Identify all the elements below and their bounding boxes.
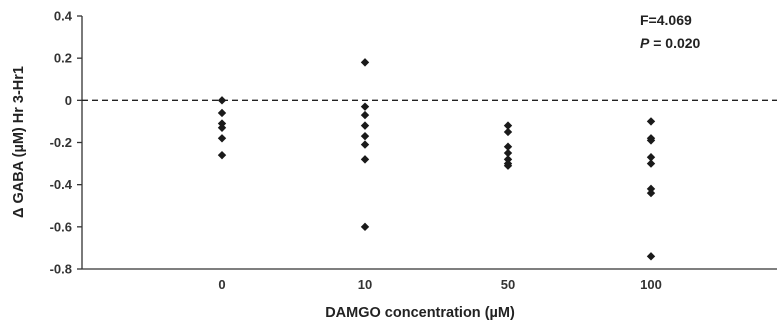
data-point [361,140,369,148]
data-point [647,189,655,197]
y-tick-label: 0.2 [54,51,72,66]
f-statistic-label: F=4.069 [640,12,692,28]
y-tick-label: 0 [65,93,72,108]
x-axis-ticks: 0 10 50 100 [218,277,661,292]
data-point [361,223,369,231]
data-point [218,151,226,159]
data-point [647,117,655,125]
y-axis-title: Δ GABA (µM) Hr 3-Hr1 [11,66,27,218]
x-tick-label: 50 [501,277,515,292]
data-point [361,121,369,129]
data-point [218,134,226,142]
data-point [361,111,369,119]
data-points [218,58,655,260]
x-tick-label: 0 [218,277,225,292]
data-point [218,96,226,104]
data-point [361,132,369,140]
y-axis-ticks: 0.4 0.2 0 -0.2 -0.4 -0.6 -0.8 [50,9,82,277]
y-tick-label: -0.8 [50,262,72,277]
y-tick-label: -0.4 [50,177,73,192]
y-tick-label: 0.4 [54,9,73,24]
x-tick-label: 10 [358,277,372,292]
y-tick-label: -0.2 [50,135,72,150]
data-point [361,58,369,66]
data-point [361,155,369,163]
data-point [361,102,369,110]
p-value-label: P = 0.020 [640,35,701,51]
data-point [647,159,655,167]
data-point [218,109,226,117]
data-point [504,128,512,136]
p-value: = 0.020 [649,35,700,51]
data-point [647,252,655,260]
plot-area: 0.4 0.2 0 -0.2 -0.4 -0.6 -0.8 0 10 50 100 [50,9,777,293]
y-tick-label: -0.6 [50,219,72,234]
data-point [218,124,226,132]
x-axis-title: DAMGO concentration (µM) [325,305,515,321]
x-tick-label: 100 [640,277,662,292]
